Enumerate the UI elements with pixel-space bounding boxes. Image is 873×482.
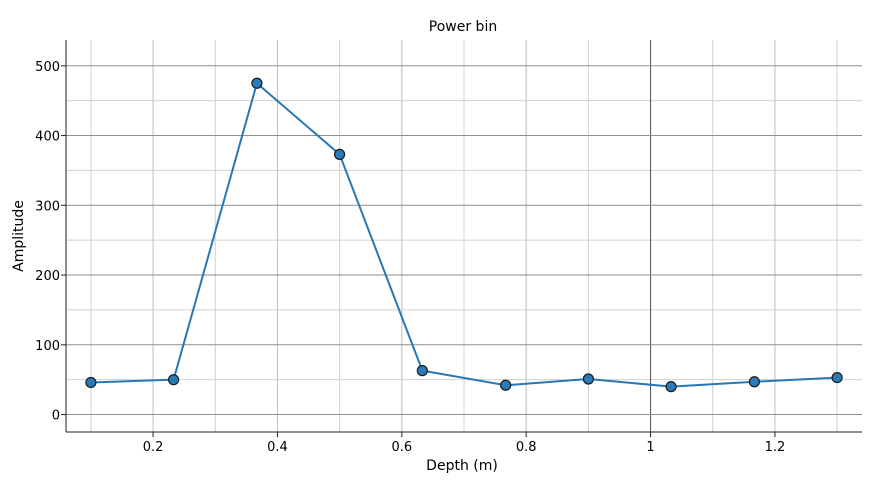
y-tick-label: 300 xyxy=(35,199,60,214)
x-tick-label: 1 xyxy=(646,440,654,455)
y-axis-label: Amplitude xyxy=(11,200,27,272)
data-point xyxy=(167,374,180,386)
y-tick-label: 100 xyxy=(35,339,60,354)
data-point xyxy=(85,376,97,389)
series-layer xyxy=(85,77,843,393)
y-tick-label: 500 xyxy=(35,60,60,75)
x-tick-label: 1.2 xyxy=(765,440,786,455)
series-line xyxy=(89,82,839,388)
x-tick-label: 0.6 xyxy=(391,440,412,455)
data-point xyxy=(582,373,594,385)
x-tick-label: 0.8 xyxy=(516,440,537,455)
data-point xyxy=(831,371,843,384)
x-tick-label: 0.4 xyxy=(267,440,288,455)
data-point xyxy=(665,381,677,393)
data-point xyxy=(500,379,512,391)
axis-layer xyxy=(65,40,862,433)
data-point xyxy=(251,77,263,89)
y-tick-label: 400 xyxy=(35,130,60,145)
x-axis-label: Depth (m) xyxy=(426,458,498,474)
x-tick-label: 0.2 xyxy=(143,440,164,455)
data-point xyxy=(416,365,428,377)
y-tick-label: 0 xyxy=(52,409,60,424)
grid-layer xyxy=(66,40,862,432)
tick-layer: 0.2 0.4 0.6 0.8 1 1.2 0 100 200 300 400 500 xyxy=(35,60,785,455)
data-point xyxy=(748,376,761,388)
chart-title: Power bin xyxy=(429,19,497,35)
y-tick-label: 200 xyxy=(35,269,60,284)
data-point xyxy=(334,148,346,160)
